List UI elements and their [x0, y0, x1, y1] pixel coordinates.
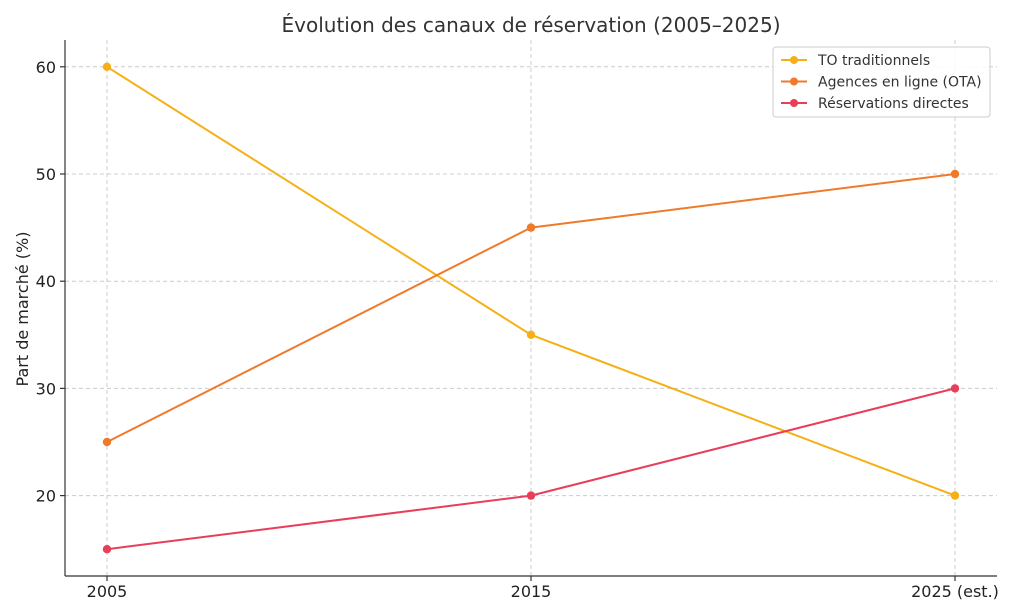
data-point [526, 491, 536, 500]
data-point [102, 545, 112, 554]
legend-item: Réservations directes [781, 96, 969, 112]
tick-labels: 20 30 40 50 60 2005 2015 2025 (est.) [36, 58, 999, 601]
legend-swatch-marker [790, 77, 798, 86]
legend-item: TO traditionnels [781, 53, 930, 69]
chart-title: Évolution des canaux de réservation (200… [282, 13, 781, 37]
legend-label: Agences en ligne (OTA) [818, 75, 982, 91]
legend-label: TO traditionnels [817, 53, 930, 69]
data-point [950, 491, 960, 500]
legend-swatch-marker [790, 99, 798, 107]
legend: TO traditionnels Agences en ligne (OTA) Ré… [772, 46, 991, 118]
y-tick-label: 20 [36, 487, 56, 506]
series-3 [102, 384, 960, 554]
legend-box [772, 46, 991, 118]
axes [60, 40, 997, 581]
series-1 [102, 62, 960, 500]
legend-label: Réservations directes [818, 96, 969, 112]
y-tick-label: 60 [36, 58, 56, 77]
data-point [102, 437, 112, 447]
data-point [526, 330, 536, 339]
y-tick-label: 40 [36, 272, 56, 291]
data-point [950, 384, 960, 393]
y-tick-label: 50 [36, 165, 56, 184]
x-tick-label: 2015 [511, 582, 552, 601]
legend-item: Agences en ligne (OTA) [781, 75, 982, 91]
data-point [526, 223, 536, 232]
y-tick-label: 30 [36, 379, 56, 398]
series-2 [102, 169, 960, 447]
data-point [950, 169, 960, 179]
y-axis-label: Part de marché (%) [13, 232, 32, 387]
series-group [102, 62, 960, 554]
legend-swatch-marker [790, 56, 798, 64]
data-point [102, 62, 112, 71]
x-tick-label: 2025 (est.) [911, 582, 999, 601]
x-tick-label: 2005 [87, 582, 128, 601]
